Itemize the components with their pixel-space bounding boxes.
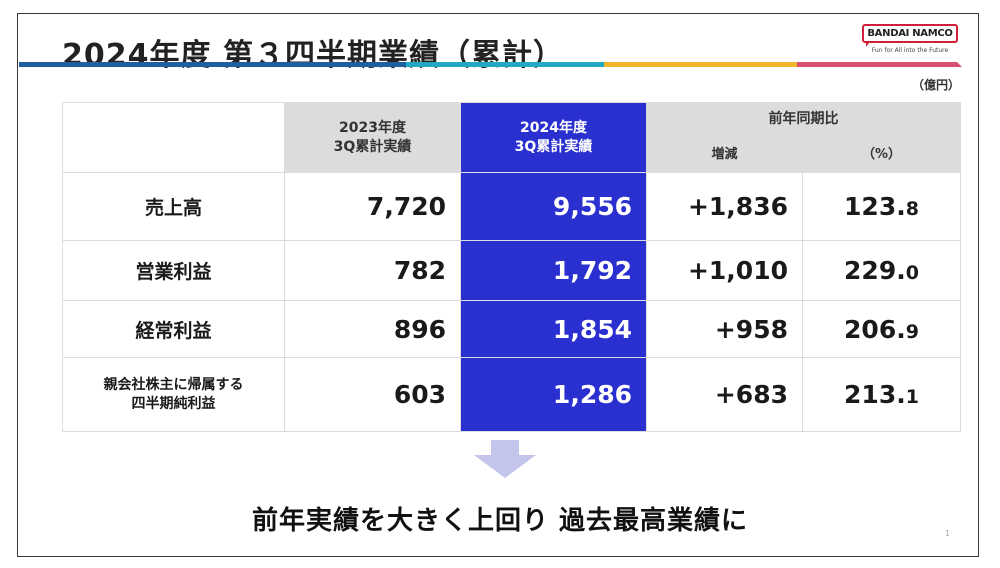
table-row: 営業利益 782 1,792 +1,010 229.0: [62, 240, 961, 301]
pct-value: 213.1: [802, 357, 961, 432]
row-label-net-income-line2: 四半期純利益: [131, 395, 216, 412]
title-color-bar: [19, 62, 962, 67]
table-row: 経常利益 896 1,854 +958 206.9: [62, 300, 961, 358]
header-current-year-line2: 3Q累計実績: [514, 138, 593, 155]
row-label-operating-income: 営業利益: [62, 240, 285, 301]
pct-value: 229.0: [802, 240, 961, 301]
pct-value: 123.8: [802, 172, 961, 241]
pct-int: 206.: [844, 314, 906, 344]
bandai-namco-logo: BANDAI NAMCO Fun for All into the Future: [862, 24, 958, 54]
row-label-ordinary-income: 経常利益: [62, 300, 285, 358]
prev-value: 896: [284, 300, 461, 358]
prev-value: 782: [284, 240, 461, 301]
color-bar-teal: [405, 62, 604, 67]
current-value: 1,286: [460, 357, 647, 432]
color-bar-yellow: [603, 62, 797, 67]
logo-tagline: Fun for All into the Future: [871, 47, 949, 54]
page-number: 1: [944, 529, 950, 538]
pct-dec: 9: [905, 320, 919, 343]
table-row: 親会社株主に帰属する 四半期純利益 603 1,286 +683 213.1: [62, 357, 961, 432]
down-arrow-icon: [474, 440, 536, 478]
current-value: 1,792: [460, 240, 647, 301]
header-prev-year: 2023年度 3Q累計実績: [284, 102, 461, 173]
conclusion-text: 前年実績を大きく上回り 過去最高業績に: [251, 506, 749, 536]
pct-int: 213.: [844, 380, 906, 409]
change-value: +683: [646, 357, 803, 432]
table-corner-cell: [62, 102, 285, 173]
change-value: +1,010: [646, 240, 803, 301]
prev-value: 7,720: [284, 172, 461, 241]
pct-dec: 1: [905, 386, 919, 408]
logo-wordmark: BANDAI NAMCO: [862, 24, 958, 47]
header-current-year-line1: 2024年度: [520, 119, 587, 136]
color-bar-pink: [796, 62, 962, 67]
header-yoy: 前年同期比: [646, 102, 961, 137]
pct-dec: 0: [905, 262, 919, 284]
row-label-net-income: 親会社株主に帰属する 四半期純利益: [62, 357, 285, 432]
header-pct: （%）: [802, 136, 961, 173]
header-prev-year-line2: 3Q累計実績: [333, 138, 412, 155]
table-row: 売上高 7,720 9,556 +1,836 123.8: [62, 172, 961, 241]
prev-value: 603: [284, 357, 461, 432]
row-label-sales: 売上高: [62, 172, 285, 241]
color-bar-blue: [19, 62, 406, 67]
unit-label: （億円）: [911, 78, 960, 92]
page-title: 2024年度 第３四半期業績（累計）: [62, 38, 564, 73]
row-label-net-income-line1: 親会社株主に帰属する: [103, 376, 244, 393]
results-table: 2023年度 3Q累計実績 2024年度 3Q累計実績 前年同期比 増減 （%）…: [62, 102, 961, 432]
current-value: 9,556: [460, 172, 647, 241]
header-prev-year-line1: 2023年度: [339, 119, 406, 136]
pct-int: 229.: [844, 256, 906, 285]
pct-dec: 8: [905, 198, 919, 220]
change-value: +1,836: [646, 172, 803, 241]
pct-value: 206.9: [802, 300, 961, 358]
change-value: +958: [646, 300, 803, 358]
header-change: 増減: [646, 136, 803, 173]
current-value: 1,854: [460, 300, 647, 358]
slide-frame: 2024年度 第３四半期業績（累計） BANDAI NAMCO Fun for …: [17, 13, 979, 557]
pct-int: 123.: [844, 192, 906, 221]
header-current-year: 2024年度 3Q累計実績: [460, 102, 647, 173]
